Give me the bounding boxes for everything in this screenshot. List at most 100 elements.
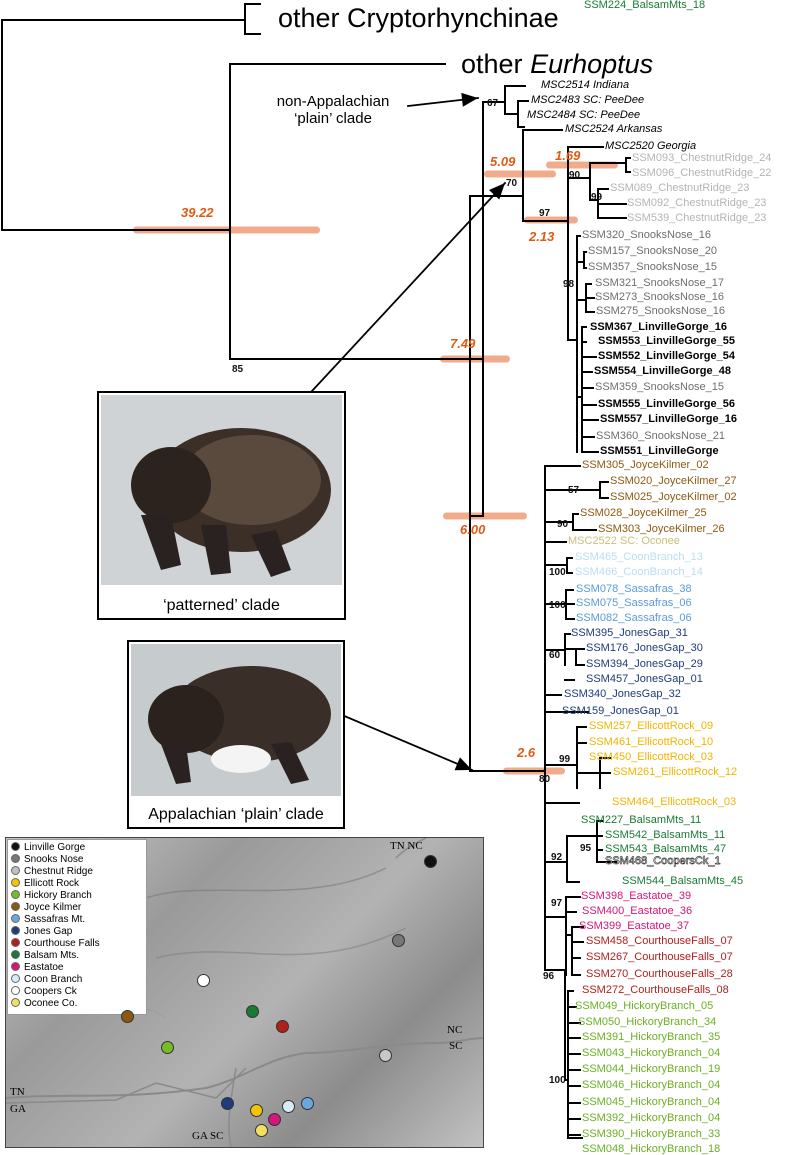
site-hickory-branch: [161, 1041, 174, 1054]
tip-label: SSM224_BalsamMts_18: [584, 0, 706, 11]
tip-label: SSM270_CourthouseFalls_28: [586, 968, 733, 980]
tip-label: SSM468_CoopersCk_1: [605, 855, 721, 867]
legend-item: Ellicott Rock: [11, 878, 79, 890]
patterned-clade-caption: ‘patterned’ clade: [163, 597, 280, 614]
legend-item: Snooks Nose: [11, 854, 83, 866]
map-label-sc-right: SC: [449, 1040, 463, 1052]
other-cryptorhynchinae-label: other Cryptorhynchinae: [278, 3, 559, 33]
site-eastatoe: [268, 1113, 281, 1126]
map-label-tn: TN: [10, 1086, 25, 1098]
tip-label: SSM093_ChestnutRidge_24: [632, 152, 772, 164]
arrow-patterned: [310, 181, 507, 393]
legend-dot: [11, 878, 20, 887]
tip-label: SSM398_Eastatoe_39: [581, 890, 692, 902]
tip-label: SSM082_Sassafras_06: [576, 612, 692, 624]
other-eurhoptus-label: other Eurhoptus: [461, 50, 653, 78]
tip-label: SSM466_CoonBranch_14: [575, 566, 703, 578]
legend-label: Courthouse Falls: [24, 938, 100, 949]
map-label-tn-nc-top: TN NC: [390, 840, 423, 852]
tip-label: SSM457_JonesGap_01: [586, 673, 703, 685]
non-appalachian-callout: non-Appalachian ‘plain’ clade: [276, 93, 390, 127]
patterned-clade-photo-panel: ‘patterned’ clade: [97, 391, 346, 620]
tip-label: SSM050_HickoryBranch_34: [578, 1016, 717, 1028]
map-label-ga-sc-bottom: GA SC: [192, 1130, 224, 1142]
tip-label: SSM321_SnooksNose_17: [595, 277, 725, 289]
legend-label: Jones Gap: [24, 926, 73, 937]
legend-label: Joyce Kilmer: [24, 902, 82, 913]
site-joyce-kilmer: [121, 1010, 134, 1023]
legend-item: Courthouse Falls: [11, 938, 100, 950]
legend-item: Coopers Ck: [11, 986, 77, 998]
node-age-label: 1.69: [555, 148, 581, 163]
map-legend: Linville Gorge Snooks Nose Chestnut Ridg…: [7, 839, 147, 1015]
tip-label: SSM078_Sassafras_38: [576, 583, 692, 595]
support-value: 97: [539, 208, 551, 219]
legend-label: Balsam Mts.: [24, 950, 80, 961]
tip-label: SSM267_CourthouseFalls_07: [586, 951, 733, 963]
tip-label: SSM092_ChestnutRidge_23: [627, 197, 767, 209]
patterned-weevil-photo: [101, 395, 342, 585]
tip-label: SSM096_ChestnutRidge_22: [632, 167, 772, 179]
site-coopers-ck: [197, 974, 210, 987]
legend-item: Sassafras Mt.: [11, 914, 85, 926]
tip-label: SSM320_SnooksNose_16: [582, 229, 712, 241]
support-value: 70: [506, 178, 518, 189]
tip-label: SSM046_HickoryBranch_04: [582, 1079, 721, 1091]
site-jones-gap: [221, 1097, 234, 1110]
site-courthouse-falls: [276, 1020, 289, 1033]
support-value: 90: [557, 519, 569, 530]
tip-label: MSC2520 Georgia: [605, 140, 697, 152]
legend-item: Eastatoe: [11, 962, 63, 974]
tip-label: SSM340_JonesGap_32: [564, 688, 681, 700]
support-value: 95: [580, 843, 592, 854]
tip-label: MSC2484 SC: PeeDee: [527, 109, 641, 121]
legend-dot: [11, 962, 20, 971]
tip-label: SSM028_JoyceKilmer_25: [580, 507, 707, 519]
tip-label: SSM305_JoyceKilmer_02: [582, 459, 709, 471]
tip-label: SSM159_JonesGap_01: [562, 705, 679, 717]
site-chestnut-ridge: [379, 1049, 392, 1062]
tip-label: SSM390_HickoryBranch_33: [582, 1128, 721, 1140]
arrow-patterned-head: [488, 183, 505, 200]
tip-label: SSM048_HickoryBranch_18: [582, 1143, 721, 1155]
tip-label: SSM360_SnooksNose_21: [596, 430, 726, 442]
legend-label: Snooks Nose: [24, 854, 84, 865]
tip-label: SSM275_SnooksNose_16: [596, 305, 726, 317]
legend-item: Hickory Branch: [11, 890, 92, 902]
legend-dot: [11, 854, 20, 863]
site-balsam-mts: [246, 1005, 259, 1018]
tip-label: SSM367_LinvilleGorge_16: [590, 321, 727, 333]
tip-label: SSM257_EllicottRock_09: [589, 720, 714, 732]
tip-label: SSM392_HickoryBranch_04: [582, 1112, 721, 1124]
legend-item: Jones Gap: [11, 926, 72, 938]
legend-dot: [11, 902, 20, 911]
legend-dot: [11, 890, 20, 899]
legend-item: Balsam Mts.: [11, 950, 79, 962]
tip-label: SSM551_LinvilleGorge: [600, 445, 719, 457]
site-oconee-co: [255, 1124, 268, 1137]
legend-label: Sassafras Mt.: [24, 914, 86, 925]
support-value: 85: [232, 364, 244, 375]
legend-label: Chestnut Ridge: [24, 866, 93, 877]
support-value: 60: [549, 650, 561, 661]
tip-label: MSC2524 Arkansas: [565, 123, 663, 135]
site-snooks-nose: [392, 934, 405, 947]
tip-label: SSM227_BalsamMts_11: [581, 814, 702, 826]
tip-label: SSM394_JonesGap_29: [586, 658, 703, 670]
tip-label: SSM025_JoyceKilmer_02: [610, 491, 737, 503]
tip-label: SSM399_Eastatoe_37: [579, 920, 690, 932]
tip-label: SSM045_HickoryBranch_04: [582, 1096, 721, 1108]
map-label-nc: NC: [447, 1024, 463, 1036]
tip-label: SSM539_ChestnutRidge_23: [627, 212, 767, 224]
support-value: 100: [549, 567, 566, 578]
legend-item: Linville Gorge: [11, 842, 85, 854]
legend-label: Coopers Ck: [24, 986, 77, 997]
tip-label: SSM450_EllicottRock_03: [589, 751, 714, 763]
legend-dot: [11, 914, 20, 923]
tip-label: SSM464_EllicottRock_03: [612, 796, 737, 808]
legend-dot: [11, 986, 20, 995]
support-value: 99: [591, 192, 603, 203]
legend-dot: [11, 974, 20, 983]
node-age-label: 5.09: [490, 154, 516, 169]
